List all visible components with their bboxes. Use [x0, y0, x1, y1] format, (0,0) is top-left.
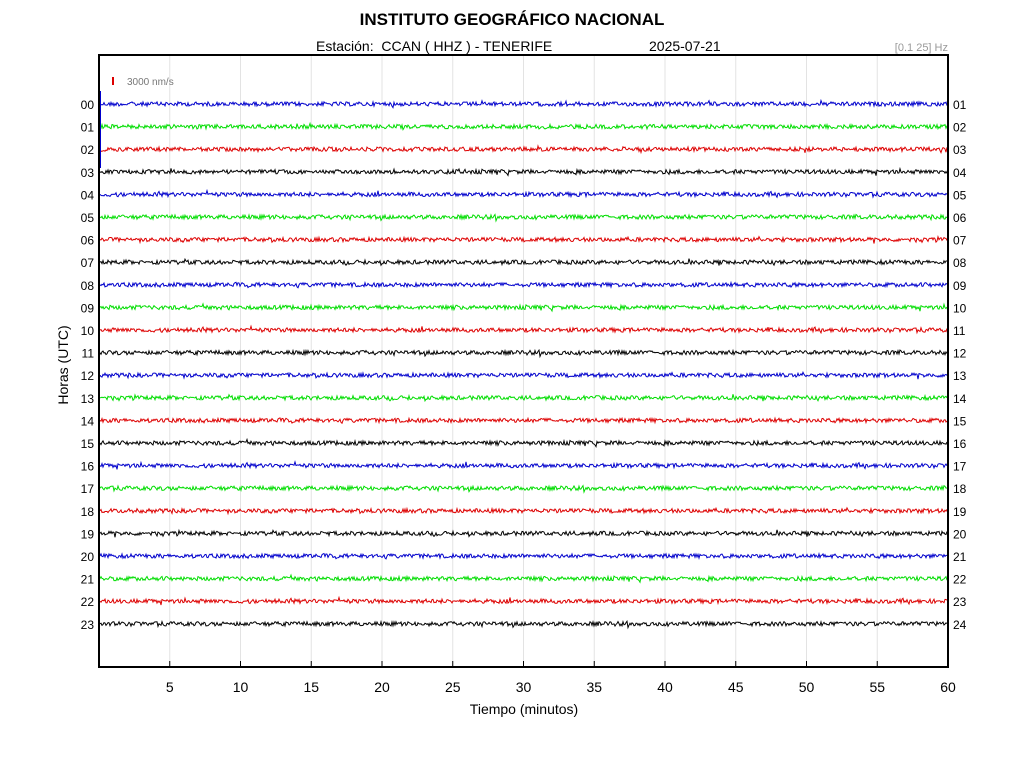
right-hour-label: 14: [953, 392, 967, 406]
left-hour-label: 10: [81, 324, 95, 338]
right-hour-label: 12: [953, 347, 967, 361]
left-hour-label: 06: [81, 234, 95, 248]
filter-band-label: [0.1 25] Hz: [894, 42, 948, 54]
date-label: 2025-07-21: [649, 38, 721, 54]
x-tick-label: 15: [303, 679, 319, 695]
x-tick-label: 20: [374, 679, 390, 695]
x-tick-label: 40: [657, 679, 673, 695]
trace-hour-23: [99, 619, 948, 630]
scale-bar: [112, 77, 114, 85]
right-hour-label: 11: [953, 324, 966, 338]
left-hour-label: 01: [81, 121, 95, 135]
scale-label: 3000 nm/s: [127, 77, 174, 88]
left-hour-label: 05: [81, 211, 95, 225]
trace-hour-00: [99, 98, 948, 109]
right-hour-label: 23: [953, 595, 967, 609]
grid-lines: [169, 55, 878, 667]
station-subtitle: Estación: CCAN ( HHZ ) - TENERIFE: [316, 38, 553, 54]
right-hour-label: 01: [953, 98, 967, 112]
right-hour-label: 03: [953, 143, 967, 157]
left-hour-label: 16: [81, 460, 95, 474]
left-hour-label: 13: [81, 392, 95, 406]
trace-hour-01: [99, 121, 948, 131]
trace-hour-03: [99, 166, 948, 177]
trace-hour-06: [99, 235, 948, 245]
seismic-traces: [99, 91, 948, 630]
right-hour-label: 06: [953, 211, 967, 225]
left-hour-label: 12: [81, 369, 95, 383]
x-tick-label: 30: [516, 679, 532, 695]
right-hour-label: 04: [953, 166, 967, 180]
right-hour-label: 05: [953, 188, 967, 202]
trace-hour-11: [99, 348, 948, 359]
trace-hour-22: [99, 595, 948, 606]
trace-hour-14: [99, 416, 948, 425]
right-hour-label: 16: [953, 437, 967, 451]
x-tick-label: 10: [233, 679, 249, 695]
x-tick-label: 50: [799, 679, 815, 695]
left-hour-label: 04: [81, 188, 95, 202]
right-hour-label: 17: [953, 460, 967, 474]
left-hour-label: 20: [81, 550, 95, 564]
right-hour-label: 15: [953, 414, 967, 428]
left-hour-label: 03: [81, 166, 95, 180]
left-hour-label: 23: [81, 618, 95, 632]
left-hour-labels: 00 01 02 03 04 05 06 07 08 09 10 11 12 13 14 15 16 17 18 19…: [81, 98, 95, 632]
left-hour-label: 08: [81, 279, 95, 293]
right-hour-label: 24: [953, 618, 967, 632]
left-hour-label: 22: [81, 595, 95, 609]
trace-hour-05: [99, 213, 948, 223]
left-hour-label: 02: [81, 143, 95, 157]
trace-hour-09: [99, 302, 948, 313]
right-hour-label: 20: [953, 527, 967, 541]
y-axis-label: Horas (UTC): [55, 325, 71, 404]
left-hour-label: 14: [81, 414, 95, 428]
right-hour-label: 21: [953, 550, 967, 564]
trace-hour-07: [99, 257, 947, 267]
right-hour-label: 10: [953, 301, 967, 315]
right-hour-label: 02: [953, 121, 967, 135]
trace-hour-18: [99, 506, 948, 516]
x-tick-label: 55: [869, 679, 885, 695]
x-tick-label: 35: [586, 679, 602, 695]
right-hour-labels: 01 02 03 04 05 06 07 08 09 10 11 12 13 14 15 16 17 18 19 20…: [953, 98, 967, 632]
left-hour-label: 19: [81, 527, 95, 541]
trace-hour-16: [99, 460, 948, 470]
trace-hour-21: [99, 573, 948, 584]
trace-hour-13: [99, 393, 948, 403]
chart-title: INSTITUTO GEOGRÁFICO NACIONAL: [359, 10, 665, 29]
trace-hour-15: [99, 437, 948, 448]
x-tick-label: 45: [728, 679, 744, 695]
right-hour-label: 09: [953, 279, 967, 293]
right-hour-label: 07: [953, 234, 967, 248]
trace-hour-20: [99, 551, 947, 561]
x-tick-label: 5: [166, 679, 174, 695]
left-hour-label: 00: [81, 98, 95, 112]
trace-hour-04: [99, 188, 948, 199]
trace-hour-12: [99, 371, 948, 380]
x-tick-label: 25: [445, 679, 461, 695]
x-axis-ticks: 5 10 15 20 25 30 35 40 45 50 55 60: [166, 661, 956, 695]
left-hour-label: 21: [81, 573, 95, 587]
right-hour-label: 08: [953, 256, 967, 270]
right-hour-label: 13: [953, 369, 967, 383]
left-hour-label: 07: [81, 256, 95, 270]
x-axis-label: Tiempo (minutos): [470, 701, 578, 717]
trace-hour-19: [99, 528, 948, 538]
left-hour-label: 17: [81, 482, 95, 496]
left-hour-label: 15: [81, 437, 95, 451]
trace-hour-17: [99, 484, 948, 494]
x-tick-label: 60: [940, 679, 956, 695]
right-hour-label: 19: [953, 505, 967, 519]
right-hour-label: 18: [953, 482, 967, 496]
right-hour-label: 22: [953, 573, 967, 587]
trace-hour-10: [99, 324, 948, 335]
left-hour-label: 18: [81, 505, 95, 519]
left-hour-label: 11: [82, 347, 95, 361]
left-hour-label: 09: [81, 301, 95, 315]
trace-hour-02: [99, 144, 948, 155]
trace-hour-08: [99, 280, 948, 289]
